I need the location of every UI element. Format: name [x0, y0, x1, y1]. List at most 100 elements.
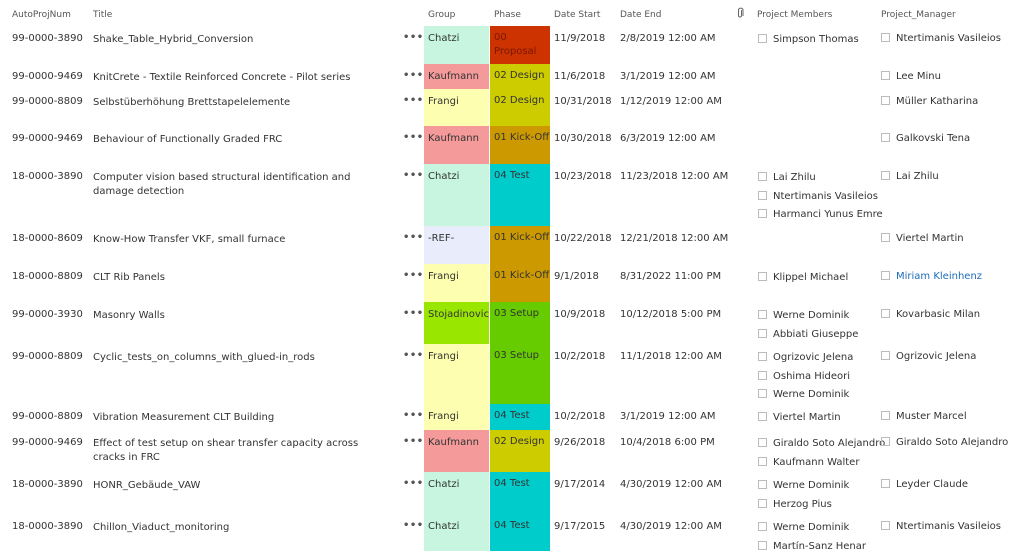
ellipsis-icon[interactable]: ••• — [403, 95, 424, 106]
project-manager[interactable]: Viertel Martin — [881, 233, 964, 244]
checkbox-icon[interactable] — [881, 271, 890, 280]
project-member[interactable]: Herzog Pius — [758, 498, 832, 510]
table-row[interactable]: 99-0000-3890 Shake_Table_Hybrid_Conversio… — [0, 26, 1024, 64]
checkbox-icon[interactable] — [758, 540, 767, 550]
table-row[interactable]: 99-0000-9469 Effect of test setup on shea… — [0, 430, 1024, 472]
column-header-phase[interactable]: Phase — [494, 10, 521, 20]
project-member[interactable]: Werne Dominik — [758, 480, 849, 491]
checkbox-icon[interactable] — [758, 172, 767, 181]
checkbox-icon[interactable] — [758, 272, 767, 281]
table-row[interactable]: 99-0000-8809 Selbstüberhöhung Brettstapel… — [0, 89, 1024, 126]
ellipsis-icon[interactable]: ••• — [403, 170, 424, 181]
checkbox-icon[interactable] — [758, 209, 767, 218]
ellipsis-icon[interactable]: ••• — [403, 308, 424, 319]
project-member[interactable]: Oshima Hideori — [758, 370, 850, 382]
checkbox-icon[interactable] — [758, 190, 767, 200]
checkbox-icon[interactable] — [881, 411, 890, 420]
project-manager[interactable]: Lee Minu — [881, 71, 941, 82]
project-title[interactable]: HONR_Gebäude_VAW — [93, 480, 201, 491]
project-member[interactable]: Harmanci Yunus Emre — [758, 209, 883, 220]
project-manager[interactable]: Ntertimanis Vasileios — [881, 33, 1001, 44]
project-member[interactable]: Martín-Sanz Henar — [758, 540, 866, 552]
table-row[interactable]: 18-0000-3890 HONR_Gebäude_VAW ••• Chatzi 04 … — [0, 472, 1024, 514]
checkbox-icon[interactable] — [881, 437, 890, 446]
project-title[interactable]: Masonry Walls — [93, 310, 165, 321]
project-title[interactable]: Vibration Measurement CLT Building — [93, 412, 275, 423]
table-row[interactable]: 18-0000-3890 Computer vision based struct… — [0, 164, 1024, 226]
table-row[interactable]: 99-0000-3930 Masonry Walls ••• Stojadinovic… — [0, 302, 1024, 344]
ellipsis-icon[interactable]: ••• — [403, 410, 424, 421]
checkbox-icon[interactable] — [758, 352, 767, 361]
column-header-date-start[interactable]: Date Start — [554, 10, 601, 20]
checkbox-icon[interactable] — [758, 522, 767, 531]
project-member[interactable]: Lai Zhilu — [758, 172, 816, 183]
project-member[interactable]: Ogrizovic Jelena — [758, 352, 853, 363]
column-header-title[interactable]: Title — [93, 10, 113, 20]
checkbox-icon[interactable] — [881, 33, 890, 42]
table-row[interactable]: 99-0000-9469 KnitCrete - Textile Reinforc… — [0, 64, 1024, 89]
project-manager[interactable]: Leyder Claude — [881, 479, 968, 490]
column-header-project-manager[interactable]: Project_Manager — [881, 10, 956, 20]
project-manager[interactable]: Lai Zhilu — [881, 171, 939, 182]
table-row[interactable]: 18-0000-8609 Know-How Transfer VKF, small… — [0, 226, 1024, 264]
table-row[interactable]: 99-0000-8809 Cyclic_tests_on_columns_with… — [0, 344, 1024, 404]
column-header-autoprojnum[interactable]: AutoProjNum — [12, 10, 71, 20]
checkbox-icon[interactable] — [881, 133, 890, 142]
ellipsis-icon[interactable]: ••• — [403, 132, 424, 143]
column-header-project-members[interactable]: Project Members — [757, 10, 833, 20]
project-manager[interactable]: Muster Marcel — [881, 411, 967, 422]
checkbox-icon[interactable] — [881, 479, 890, 488]
ellipsis-icon[interactable]: ••• — [403, 70, 424, 81]
ellipsis-icon[interactable]: ••• — [403, 436, 424, 447]
ellipsis-icon[interactable]: ••• — [403, 478, 424, 489]
checkbox-icon[interactable] — [758, 456, 767, 466]
project-title[interactable]: Know-How Transfer VKF, small furnace — [93, 234, 286, 245]
ellipsis-icon[interactable]: ••• — [403, 350, 424, 361]
project-title[interactable]: Computer vision based structural identif… — [93, 172, 351, 197]
project-manager[interactable]: Miriam Kleinhenz — [881, 271, 982, 282]
project-manager[interactable]: Galkovski Tena — [881, 133, 970, 144]
checkbox-icon[interactable] — [881, 309, 890, 318]
project-title[interactable]: Effect of test setup on shear transfer c… — [93, 438, 359, 463]
checkbox-icon[interactable] — [758, 34, 767, 43]
project-manager[interactable]: Ntertimanis Vasileios — [881, 521, 1001, 532]
checkbox-icon[interactable] — [758, 480, 767, 489]
project-title[interactable]: Cyclic_tests_on_columns_with_glued-in_ro… — [93, 352, 315, 363]
project-manager[interactable]: Ogrizovic Jelena — [881, 351, 976, 362]
checkbox-icon[interactable] — [881, 233, 890, 242]
project-title[interactable]: Chillon_Viaduct_monitoring — [93, 522, 230, 533]
ellipsis-icon[interactable]: ••• — [403, 520, 424, 531]
checkbox-icon[interactable] — [758, 498, 767, 508]
column-header-group[interactable]: Group — [428, 10, 456, 20]
checkbox-icon[interactable] — [758, 328, 767, 338]
checkbox-icon[interactable] — [881, 171, 890, 180]
checkbox-icon[interactable] — [758, 370, 767, 380]
project-title[interactable]: Selbstüberhöhung Brettstapelelemente — [93, 97, 291, 108]
checkbox-icon[interactable] — [758, 412, 767, 421]
project-manager[interactable]: Giraldo Soto Alejandro — [881, 437, 1008, 448]
project-member[interactable]: Simpson Thomas — [758, 34, 859, 45]
ellipsis-icon[interactable]: ••• — [403, 232, 424, 243]
project-member[interactable]: Ntertimanis Vasileios — [758, 190, 878, 202]
project-member[interactable]: Werne Dominik — [758, 522, 849, 533]
checkbox-icon[interactable] — [881, 521, 890, 530]
project-member[interactable]: Abbiati Giuseppe — [758, 328, 858, 340]
manager-name[interactable]: Miriam Kleinhenz — [896, 271, 983, 282]
project-member[interactable]: Werne Dominik — [758, 310, 849, 321]
project-member[interactable]: Viertel Martin — [758, 412, 841, 423]
checkbox-icon[interactable] — [758, 310, 767, 319]
ellipsis-icon[interactable]: ••• — [403, 270, 424, 281]
paperclip-icon[interactable] — [736, 7, 744, 19]
project-title[interactable]: CLT Rib Panels — [93, 272, 165, 283]
checkbox-icon[interactable] — [758, 389, 767, 398]
table-row[interactable]: 18-0000-8809 CLT Rib Panels ••• Frangi 01 Ki… — [0, 264, 1024, 302]
project-title[interactable]: Behaviour of Functionally Graded FRC — [93, 134, 283, 145]
checkbox-icon[interactable] — [758, 438, 767, 447]
checkbox-icon[interactable] — [881, 96, 890, 105]
table-row[interactable]: 18-0000-3890 Chillon_Viaduct_monitoring ••… — [0, 514, 1024, 552]
table-row[interactable]: 99-0000-9469 Behaviour of Functionally Gr… — [0, 126, 1024, 164]
ellipsis-icon[interactable]: ••• — [403, 32, 424, 43]
project-member[interactable]: Werne Dominik — [758, 389, 849, 400]
table-row[interactable]: 99-0000-8809 Vibration Measurement CLT Bu… — [0, 404, 1024, 430]
project-member[interactable]: Giraldo Soto Alejandro — [758, 438, 885, 449]
